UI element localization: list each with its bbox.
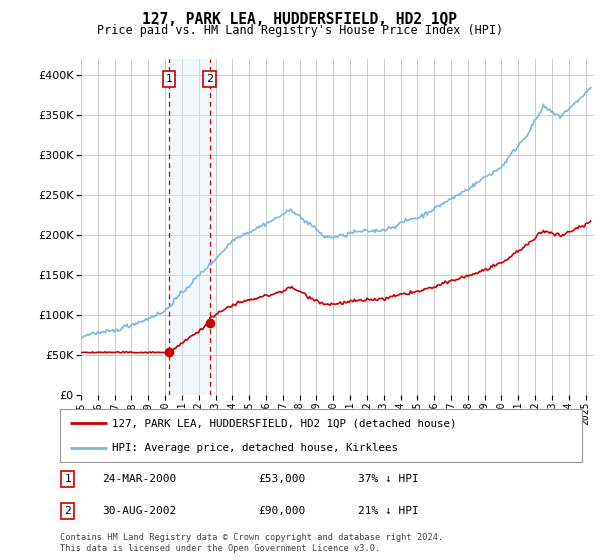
Text: £53,000: £53,000 [259, 474, 305, 484]
Text: £90,000: £90,000 [259, 506, 305, 516]
Text: 2: 2 [206, 74, 214, 84]
Text: 21% ↓ HPI: 21% ↓ HPI [358, 506, 418, 516]
Text: Price paid vs. HM Land Registry's House Price Index (HPI): Price paid vs. HM Land Registry's House … [97, 24, 503, 37]
Text: HPI: Average price, detached house, Kirklees: HPI: Average price, detached house, Kirk… [112, 442, 398, 452]
Text: 24-MAR-2000: 24-MAR-2000 [102, 474, 176, 484]
Text: Contains HM Land Registry data © Crown copyright and database right 2024.
This d: Contains HM Land Registry data © Crown c… [60, 533, 443, 553]
Text: 2: 2 [64, 506, 71, 516]
Text: 127, PARK LEA, HUDDERSFIELD, HD2 1QP: 127, PARK LEA, HUDDERSFIELD, HD2 1QP [143, 12, 458, 27]
Text: 1: 1 [64, 474, 71, 484]
Bar [169, 59, 210, 395]
Text: 127, PARK LEA, HUDDERSFIELD, HD2 1QP (detached house): 127, PARK LEA, HUDDERSFIELD, HD2 1QP (de… [112, 418, 457, 428]
Text: 1: 1 [166, 74, 172, 84]
Text: 30-AUG-2002: 30-AUG-2002 [102, 506, 176, 516]
Text: 37% ↓ HPI: 37% ↓ HPI [358, 474, 418, 484]
